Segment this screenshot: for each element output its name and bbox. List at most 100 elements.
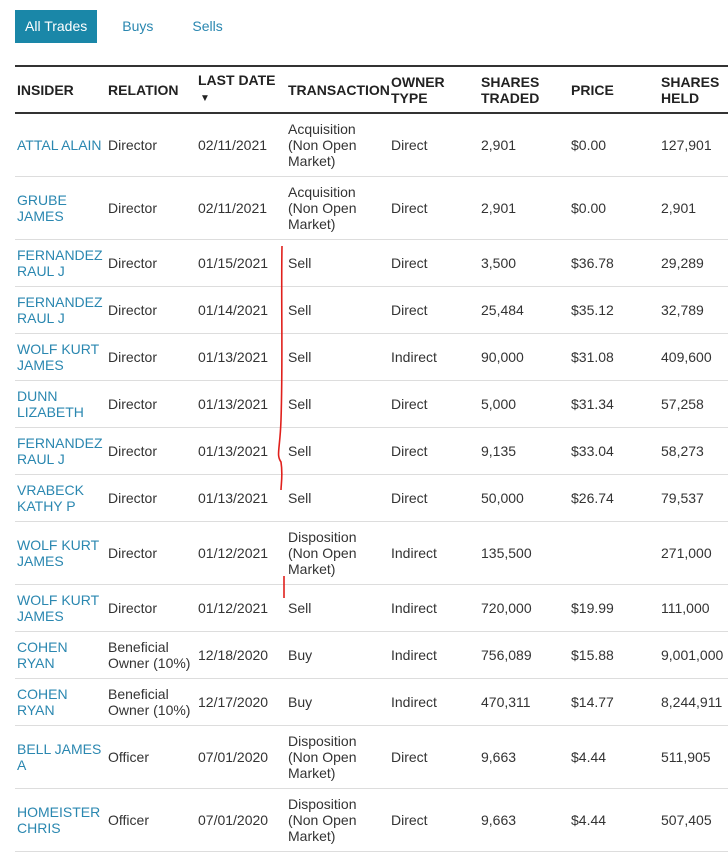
owner-type: Direct	[391, 443, 428, 459]
owner-type: Direct	[391, 490, 428, 506]
insider[interactable]: DUNN LIZABETH	[17, 388, 84, 420]
shares-traded: 720,000	[481, 600, 532, 616]
owner-type-cell: Indirect	[389, 333, 479, 381]
insider[interactable]: FERNANDEZ RAUL J	[17, 294, 103, 326]
insider[interactable]: FERNANDEZ RAUL J	[17, 247, 103, 279]
trade-row: FERNANDEZ RAUL J Director 01/15/2021 Sell Di…	[15, 239, 728, 287]
transaction: Sell	[288, 255, 312, 271]
relation: Beneficial Owner (10%)	[108, 686, 191, 718]
last-date-cell: 01/12/2021	[196, 584, 286, 632]
price-cell: $14.77	[569, 678, 659, 726]
last-date: 07/01/2020	[198, 812, 269, 828]
shares-traded: 470,311	[481, 694, 531, 710]
last-date-cell: 12/18/2020	[196, 631, 286, 679]
trade-row: HOMEISTER CHRIS Officer 07/01/2020 Disposit…	[15, 788, 728, 852]
shares-held-cell: 8,244,911	[659, 678, 728, 726]
column-header: OWNER TYPE	[389, 65, 479, 114]
last-date: 01/13/2021	[198, 443, 269, 459]
relation-cell: Director	[106, 113, 196, 177]
column-header-text: SHARES TRADED	[481, 73, 540, 106]
last-date-cell: 02/11/2021	[196, 176, 286, 240]
column-header: INSIDER	[15, 65, 106, 114]
column-header: RELATION	[106, 65, 196, 114]
last-date: 01/14/2021	[198, 302, 269, 318]
insider[interactable]: BELL JAMES A	[17, 741, 102, 773]
owner-type: Indirect	[391, 694, 437, 710]
owner-type: Indirect	[391, 647, 437, 663]
price: $19.99	[571, 600, 614, 616]
insider-cell: COHEN RYAN	[15, 678, 106, 726]
price: $15.88	[571, 647, 614, 663]
column-header-text: RELATION	[108, 81, 179, 98]
insider[interactable]: COHEN RYAN	[17, 639, 68, 671]
shares-traded: 3,500	[481, 255, 517, 271]
column-header-text: PRICE	[571, 81, 614, 98]
last-date: 02/11/2021	[198, 137, 268, 153]
price-cell: $0.00	[569, 113, 659, 177]
tab[interactable]: All Trades	[15, 10, 98, 43]
trade-row: WOLF KURT JAMES Director 01/12/2021 Disposi…	[15, 521, 728, 585]
shares-traded: 5,000	[481, 396, 517, 412]
insider[interactable]: ATTAL ALAIN	[17, 137, 102, 153]
relation-cell: Officer	[106, 788, 196, 852]
shares-held-cell: 127,901	[659, 113, 728, 177]
insider[interactable]: HOMEISTER CHRIS	[17, 804, 101, 836]
price: $31.08	[571, 349, 614, 365]
trade-row: FERNANDEZ RAUL J Director 01/13/2021 Sell Di…	[15, 427, 728, 475]
price: $0.00	[571, 137, 607, 153]
column-header[interactable]: LAST DATE ▼	[196, 65, 286, 114]
column-header: SHARES TRADED	[479, 65, 569, 114]
insider[interactable]: WOLF KURT JAMES	[17, 341, 99, 373]
column-header-text: OWNER TYPE	[391, 73, 445, 106]
shares-held-cell: 111,000	[659, 584, 728, 632]
shares-traded: 135,500	[481, 545, 532, 561]
owner-type-cell: Direct	[389, 788, 479, 852]
transaction-cell: Sell	[286, 584, 389, 632]
transaction: Sell	[288, 490, 312, 506]
owner-type-cell: Indirect	[389, 521, 479, 585]
shares-traded-cell: 9,663	[479, 725, 569, 789]
shares-held: 29,289	[661, 255, 704, 271]
owner-type: Direct	[391, 137, 428, 153]
trade-row: WOLF KURT JAMES Director 01/13/2021 Sell Ind…	[15, 333, 728, 381]
relation-cell: Director	[106, 584, 196, 632]
transaction-cell: Sell	[286, 427, 389, 475]
tab[interactable]: Buys	[122, 18, 154, 34]
last-date: 02/11/2021	[198, 200, 268, 216]
relation-cell: Beneficial Owner (10%)	[106, 678, 196, 726]
shares-held: 79,537	[661, 490, 704, 506]
transaction-cell: Sell	[286, 333, 389, 381]
insider[interactable]: VRABECK KATHY P	[17, 482, 84, 514]
insider[interactable]: WOLF KURT JAMES	[17, 592, 99, 624]
shares-held: 8,244,911	[661, 694, 723, 710]
trade-row: VRABECK KATHY P Director 01/13/2021 Sell Dir…	[15, 474, 728, 522]
relation-cell: Director	[106, 239, 196, 287]
shares-held-cell: 58,273	[659, 427, 728, 475]
tab[interactable]: Sells	[192, 18, 223, 34]
column-header-text: TRANSACTION	[288, 81, 390, 98]
transaction: Sell	[288, 349, 312, 365]
relation-cell: Director	[106, 380, 196, 428]
last-date: 12/17/2020	[198, 694, 269, 710]
insider[interactable]: GRUBE JAMES	[17, 192, 67, 224]
transaction-cell: Sell	[286, 239, 389, 287]
insider[interactable]: COHEN RYAN	[17, 686, 68, 718]
insider-cell: WOLF KURT JAMES	[15, 521, 106, 585]
shares-traded-cell: 9,135	[479, 427, 569, 475]
last-date-cell: 12/17/2020	[196, 678, 286, 726]
relation-cell: Director	[106, 286, 196, 334]
relation: Beneficial Owner (10%)	[108, 639, 191, 671]
trades-table: INSIDER RELATION LAST DATE ▼ TRANSACTION OWNE…	[15, 65, 728, 852]
owner-type-cell: Indirect	[389, 631, 479, 679]
insider[interactable]: WOLF KURT JAMES	[17, 537, 99, 569]
trade-row: WOLF KURT JAMES Director 01/12/2021 Sell Ind…	[15, 584, 728, 632]
sort-arrow[interactable]: ▼	[200, 93, 210, 104]
transaction: Disposition (Non Open Market)	[288, 733, 357, 781]
trade-row: COHEN RYAN Beneficial Owner (10%) 12/17/20…	[15, 678, 728, 726]
insider[interactable]: FERNANDEZ RAUL J	[17, 435, 103, 467]
transaction-cell: Acquisition (Non Open Market)	[286, 176, 389, 240]
trade-row: GRUBE JAMES Director 02/11/2021 Acquisition…	[15, 176, 728, 240]
relation-cell: Officer	[106, 725, 196, 789]
shares-held-cell: 409,600	[659, 333, 728, 381]
insider-cell: FERNANDEZ RAUL J	[15, 286, 106, 334]
